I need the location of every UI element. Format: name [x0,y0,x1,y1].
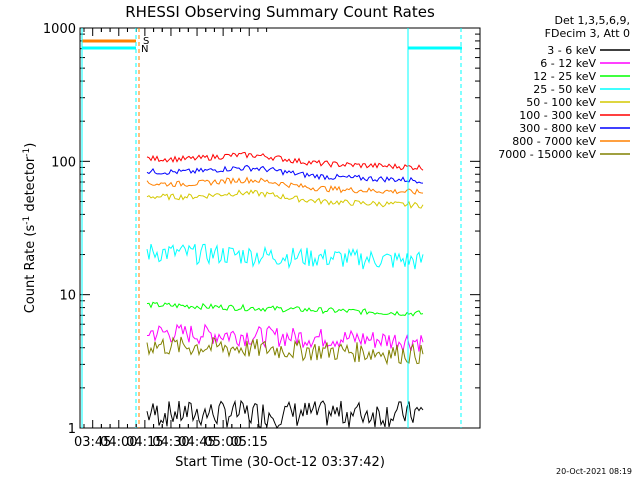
legend-entry-label: 50 - 100 keV [526,96,596,109]
series-line [146,399,424,429]
x-tick-label: 03:45 [74,435,111,450]
chart-title: RHESSI Observing Summary Count Rates [125,3,435,21]
x-tick-label: 05:15 [230,435,267,450]
saa-label: S [143,36,149,47]
y-tick-label: 100 [51,155,76,170]
x-tick-label: 04:00 [100,435,137,450]
legend-entry-label: 3 - 6 keV [547,44,596,57]
x-tick-label: 04:15 [126,435,163,450]
legend-header-line2: FDecim 3, Att 0 [545,27,630,40]
series-line [146,336,424,366]
x-tick-label: 04:45 [178,435,215,450]
legend-entry-label: 25 - 50 keV [533,83,596,96]
x-tick-label: 04:30 [152,435,189,450]
legend: Det 1,3,5,6,9, FDecim 3, Att 0 3 - 6 keV… [498,14,630,161]
series-line [147,323,424,352]
x-axis-label: Start Time (30-Oct-12 03:37:42) [175,455,385,470]
y-tick-labels: 1 10 100 1000 [43,22,76,437]
legend-entry-label: 7000 - 15000 keV [498,148,596,161]
series-line [146,164,424,184]
legend-entry-label: 300 - 800 keV [519,122,596,135]
axis-ticks [80,27,480,429]
render-timestamp: 20-Oct-2021 08:19 [556,467,632,476]
series-lines [146,151,424,429]
y-tick-label: 1 [68,422,76,437]
series-line [146,176,424,195]
legend-entry-label: 100 - 300 keV [519,109,596,122]
legend-entry-label: 800 - 7000 keV [512,135,596,148]
series-line [146,301,424,317]
y-axis-label: Count Rate (s-1 detector-1) [22,143,38,314]
night-label: N [141,44,148,55]
series-line [146,151,424,171]
attenuator-markers: SN [81,28,462,428]
series-line [146,189,424,209]
legend-entry-label: 12 - 25 keV [533,70,596,83]
y-tick-label: 1000 [43,22,76,37]
series-line [146,243,424,270]
y-tick-label: 10 [59,289,76,304]
legend-header-line1: Det 1,3,5,6,9, [554,14,630,27]
plot-frame [79,27,481,429]
legend-entry-label: 6 - 12 keV [540,57,596,70]
x-tick-label: 05:00 [204,435,241,450]
